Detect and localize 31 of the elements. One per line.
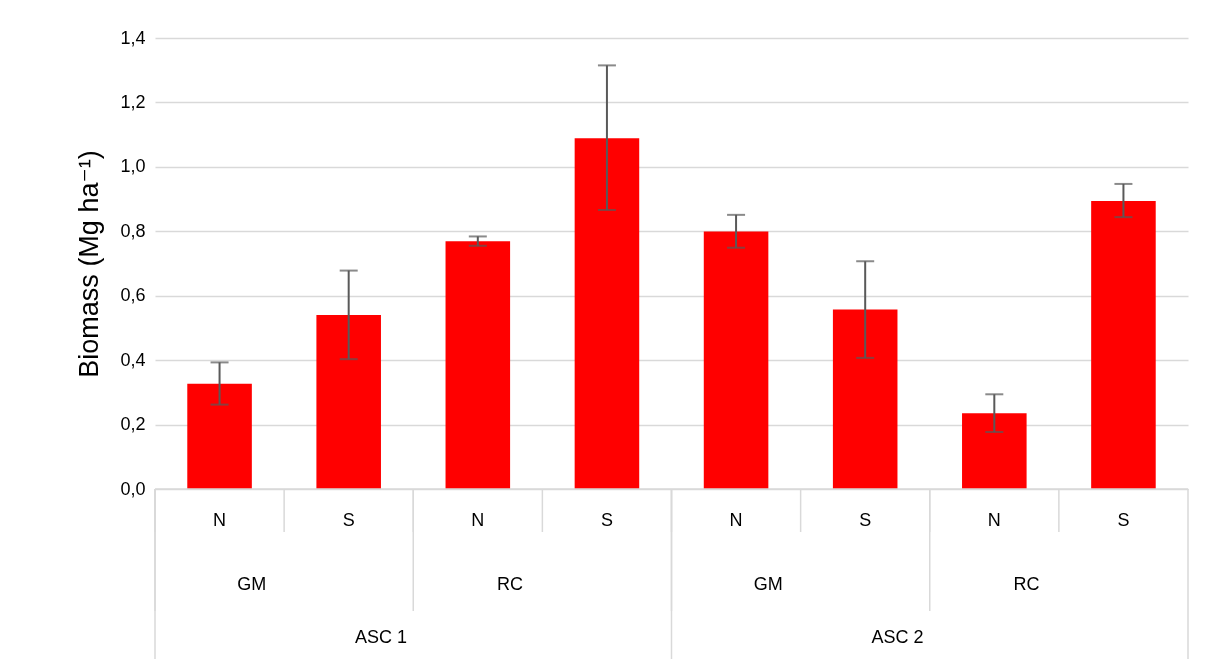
x-tick-label: S xyxy=(859,509,872,530)
x-tick-label: N xyxy=(729,509,743,530)
x-tick-label: S xyxy=(1117,509,1130,530)
y-tick-label: 1,4 xyxy=(120,27,146,48)
y-tick-label: 0,4 xyxy=(120,349,146,370)
x-tick-label: N xyxy=(987,509,1001,530)
bar xyxy=(316,315,381,489)
bar xyxy=(574,138,640,489)
y-axis-title: Biomass (Mg ha⁻¹) xyxy=(74,150,105,378)
bar xyxy=(962,413,1027,489)
text: ASC 1 xyxy=(354,627,407,647)
text: RC xyxy=(497,574,524,594)
y-tick-label: 1,2 xyxy=(120,91,146,112)
y-tick-label: 0,0 xyxy=(120,478,146,499)
bar xyxy=(445,241,511,489)
y-tick-label: 1,0 xyxy=(120,156,146,177)
text: GM xyxy=(237,574,267,594)
bar xyxy=(703,231,769,489)
x-tick-label: N xyxy=(471,509,485,530)
x-tick-label: N xyxy=(213,509,227,530)
y-tick-label: 0,2 xyxy=(120,414,146,435)
bar xyxy=(1091,201,1156,489)
y-tick-label: 0,8 xyxy=(120,220,146,241)
bar xyxy=(187,383,252,489)
text: RC xyxy=(1013,574,1040,594)
y-tick-label: 0,6 xyxy=(120,285,146,306)
text: ASC 2 xyxy=(871,627,924,647)
text: GM xyxy=(753,574,783,594)
x-tick-label: S xyxy=(342,509,355,530)
x-tick-label: S xyxy=(600,509,613,530)
bar xyxy=(832,309,898,489)
